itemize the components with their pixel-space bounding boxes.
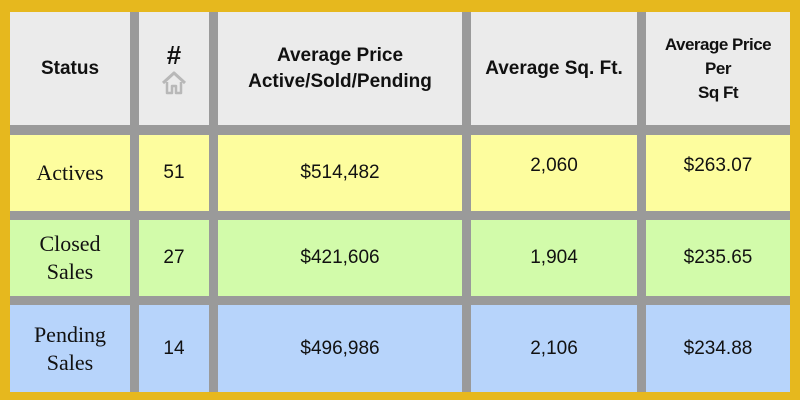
row-closed-avg-price-value: $421,606 — [300, 247, 380, 268]
row-actives-status-label: Actives — [36, 160, 104, 185]
header-avg-price-line1: Average Price — [276, 44, 404, 66]
row-pending-count-value: 14 — [163, 337, 185, 359]
row-actives-avg-price: $514,482 — [218, 135, 462, 211]
row-pending-status-line1: Pending — [33, 321, 107, 347]
header-avg-price-line2: Active/Sold/Pending — [248, 70, 432, 92]
header-count-label: # — [166, 39, 182, 70]
row-pending-count: 14 — [139, 305, 209, 392]
row-actives-ppsf: $263.07 — [646, 135, 790, 211]
header-status-label: Status — [40, 57, 100, 79]
header-avg-sqft: Average Sq. Ft. — [471, 12, 637, 125]
row-actives-ppsf-value: $263.07 — [683, 155, 753, 176]
header-ppsf-line3: Sq Ft — [698, 82, 739, 102]
header-count: # — [139, 12, 209, 125]
row-pending-status: Pending Sales — [10, 305, 130, 392]
row-actives-avg-sqft-value: 2,060 — [530, 155, 578, 176]
row-actives-count: 51 — [139, 135, 209, 211]
header-status: Status — [10, 12, 130, 125]
row-closed-avg-price: $421,606 — [218, 220, 462, 296]
row-closed-ppsf: $235.65 — [646, 220, 790, 296]
row-closed-avg-sqft: 1,904 — [471, 220, 637, 296]
row-closed-status-line2: Sales — [46, 259, 94, 284]
row-closed-avg-sqft-value: 1,904 — [530, 247, 578, 268]
header-avg-sqft-label: Average Sq. Ft. — [485, 57, 623, 79]
row-closed-status: Closed Sales — [10, 220, 130, 296]
header-ppsf-line2: Per — [705, 58, 731, 78]
row-closed-status-line1: Closed — [39, 231, 101, 256]
row-closed-ppsf-value: $235.65 — [683, 247, 753, 268]
row-pending-avg-price-value: $496,986 — [300, 337, 380, 359]
row-pending-avg-sqft: 2,106 — [471, 305, 637, 392]
row-pending-status-line2: Sales — [46, 349, 94, 375]
row-closed-count-value: 27 — [163, 247, 185, 268]
row-actives-count-value: 51 — [163, 162, 185, 183]
header-avg-price: Average Price Active/Sold/Pending — [218, 12, 462, 125]
price-table: Status # Average Price Active/Sold/Pendin… — [10, 12, 790, 392]
header-price-per-sqft: Average Price Per Sq Ft — [646, 12, 790, 125]
header-ppsf-line1: Average Price — [664, 34, 772, 54]
row-pending-avg-sqft-value: 2,106 — [530, 337, 578, 359]
row-actives-avg-sqft: 2,060 — [471, 135, 637, 211]
house-icon — [161, 71, 187, 94]
row-actives-status: Actives — [10, 135, 130, 211]
row-closed-count: 27 — [139, 220, 209, 296]
row-pending-ppsf: $234.88 — [646, 305, 790, 392]
row-actives-avg-price-value: $514,482 — [300, 162, 380, 183]
row-pending-avg-price: $496,986 — [218, 305, 462, 392]
row-pending-ppsf-value: $234.88 — [683, 337, 753, 359]
